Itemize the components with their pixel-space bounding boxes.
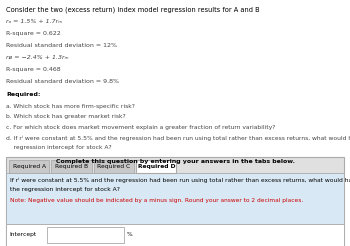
FancyBboxPatch shape (136, 160, 176, 172)
Text: rᴃ = −2.4% + 1.3rₘ: rᴃ = −2.4% + 1.3rₘ (6, 55, 69, 60)
FancyBboxPatch shape (6, 224, 344, 246)
Text: regression intercept for stock A?: regression intercept for stock A? (6, 145, 112, 151)
Text: the regression intercept for stock A?: the regression intercept for stock A? (10, 187, 120, 192)
FancyBboxPatch shape (94, 160, 134, 172)
Text: b. Which stock has greater market risk?: b. Which stock has greater market risk? (6, 114, 126, 119)
Text: Intercept: Intercept (10, 232, 37, 237)
Text: d. If rⁱ were constant at 5.5% and the regression had been run using total rathe: d. If rⁱ were constant at 5.5% and the r… (6, 136, 350, 141)
Text: Complete this question by entering your answers in the tabs below.: Complete this question by entering your … (56, 159, 294, 164)
Text: Consider the two (excess return) index model regression results for A and B: Consider the two (excess return) index m… (6, 6, 260, 13)
Text: c. For which stock does market movement explain a greater fraction of return var: c. For which stock does market movement … (6, 125, 276, 130)
Text: %: % (126, 232, 132, 237)
Text: Residual standard deviation = 12%: Residual standard deviation = 12% (6, 43, 117, 47)
Text: Required D: Required D (138, 164, 175, 169)
Text: Required B: Required B (55, 164, 88, 169)
FancyBboxPatch shape (6, 157, 344, 246)
Text: rₐ = 1.5% + 1.7rₘ: rₐ = 1.5% + 1.7rₘ (6, 19, 62, 24)
FancyBboxPatch shape (6, 172, 344, 224)
FancyBboxPatch shape (9, 160, 49, 172)
Text: R-square = 0.622: R-square = 0.622 (6, 31, 61, 36)
Text: Residual standard deviation = 9.8%: Residual standard deviation = 9.8% (6, 79, 119, 84)
Text: If rⁱ were constant at 5.5% and the regression had been run using total rather t: If rⁱ were constant at 5.5% and the regr… (10, 177, 350, 183)
Text: Required:: Required: (6, 92, 41, 97)
Text: Required A: Required A (13, 164, 46, 169)
Text: Note: Negative value should be indicated by a minus sign. Round your answer to 2: Note: Negative value should be indicated… (10, 198, 303, 203)
Text: a. Which stock has more firm-specific risk?: a. Which stock has more firm-specific ri… (6, 104, 135, 108)
FancyBboxPatch shape (51, 160, 92, 172)
Text: R-square = 0.468: R-square = 0.468 (6, 67, 61, 72)
Text: Required C: Required C (97, 164, 131, 169)
FancyBboxPatch shape (47, 227, 124, 243)
